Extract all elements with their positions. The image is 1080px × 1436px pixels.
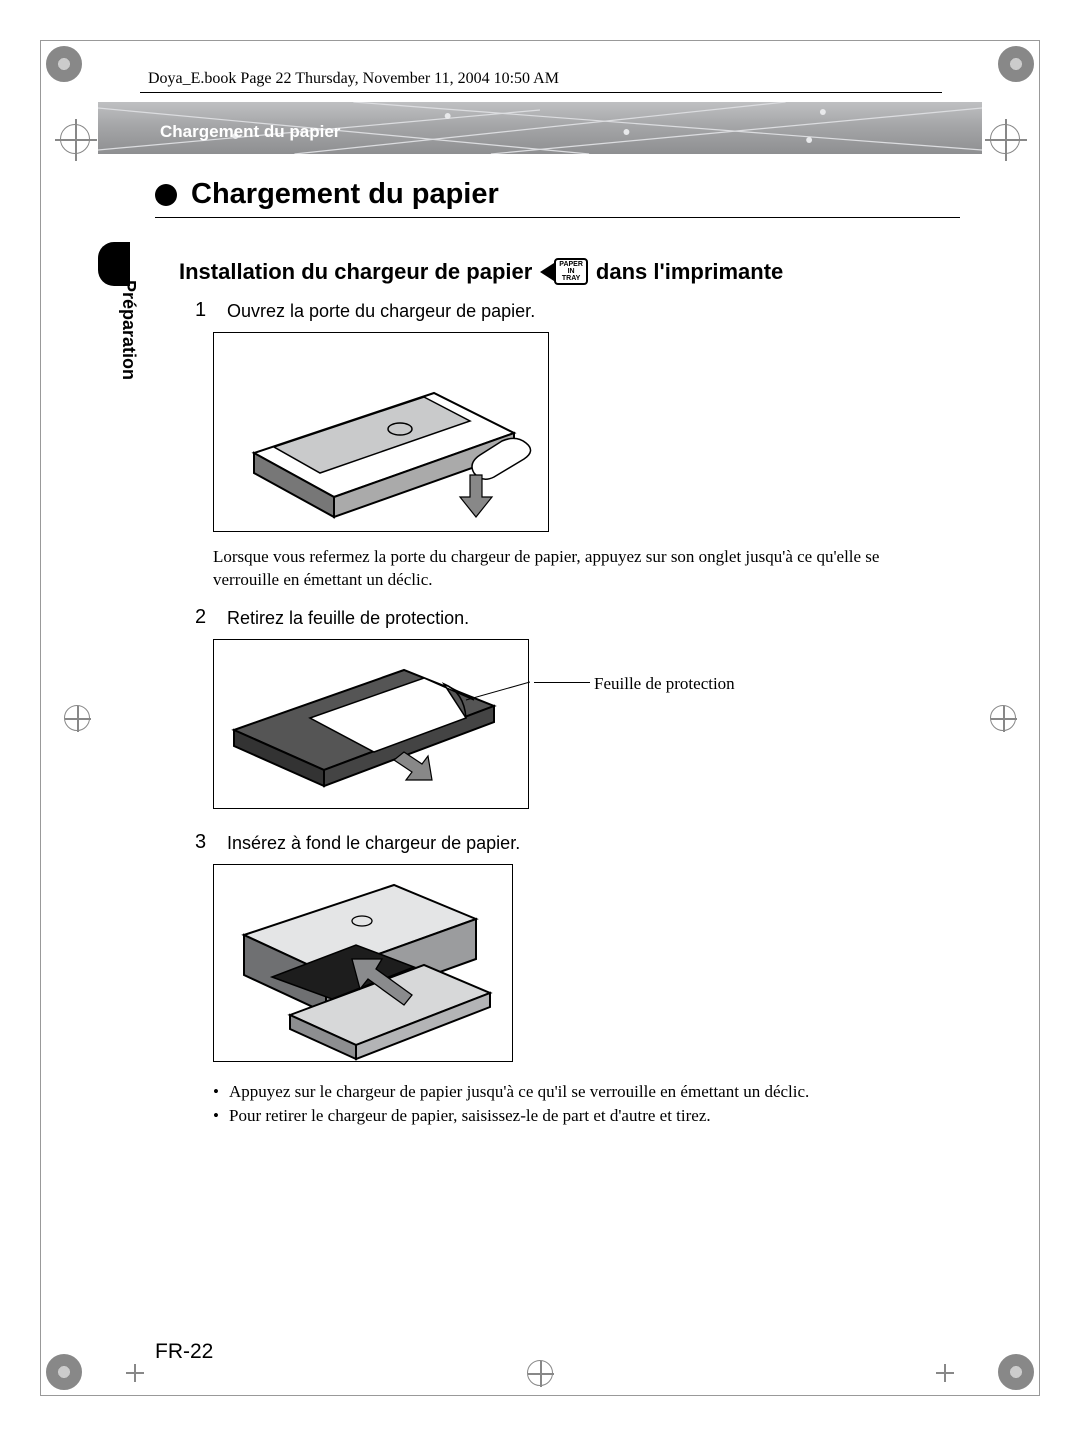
figure-1 <box>213 332 549 532</box>
content-area: Chargement du papier Installation du cha… <box>155 178 960 1316</box>
crop-mark-icon <box>990 124 1020 154</box>
callout-leader <box>534 682 590 683</box>
subtitle-pre: Installation du chargeur de papier <box>179 259 532 285</box>
step-text: Ouvrez la porte du chargeur de papier. <box>227 299 535 322</box>
side-label: Préparation <box>118 280 139 380</box>
paper-in-tray-icon: PAPER IN TRAY <box>540 258 588 285</box>
icon-label: IN <box>568 268 575 275</box>
crop-mark-icon <box>936 1364 954 1382</box>
figure-3 <box>213 864 513 1062</box>
crop-mark-icon <box>64 705 90 731</box>
callout-label: Feuille de protection <box>594 674 735 694</box>
section-subtitle: Installation du chargeur de papier PAPER… <box>155 258 960 285</box>
figure-2: Feuille de protection <box>213 639 529 809</box>
crop-mark-icon <box>46 1354 82 1390</box>
page-title-row: Chargement du papier <box>155 178 960 218</box>
step-3: 3 Insérez à fond le chargeur de papier. <box>195 831 960 854</box>
note-1: Lorsque vous refermez la porte du charge… <box>213 546 940 592</box>
step-1: 1 Ouvrez la porte du chargeur de papier. <box>195 299 960 322</box>
step-number: 3 <box>195 831 213 854</box>
step-text: Insérez à fond le chargeur de papier. <box>227 831 520 854</box>
page-title: Chargement du papier <box>191 178 499 211</box>
crop-mark-icon <box>126 1364 144 1382</box>
subtitle-post: dans l'imprimante <box>596 259 783 285</box>
meta-rule <box>140 92 942 93</box>
step-text: Retirez la feuille de protection. <box>227 606 469 629</box>
notes-list: Appuyez sur le chargeur de papier jusqu'… <box>213 1082 960 1126</box>
crop-mark-icon <box>998 1354 1034 1390</box>
crop-mark-icon <box>46 46 82 82</box>
step-number: 1 <box>195 299 213 322</box>
step-2: 2 Retirez la feuille de protection. <box>195 606 960 629</box>
crop-mark-icon <box>527 1360 553 1386</box>
crop-mark-icon <box>998 46 1034 82</box>
bullet-icon <box>155 184 177 206</box>
icon-label: PAPER <box>559 261 583 268</box>
crop-mark-icon <box>60 124 90 154</box>
step-number: 2 <box>195 606 213 629</box>
crop-mark-icon <box>990 705 1016 731</box>
section-header: Chargement du papier <box>160 122 340 142</box>
page-number: FR-22 <box>155 1340 213 1364</box>
meta-line: Doya_E.book Page 22 Thursday, November 1… <box>148 70 559 88</box>
list-item: Appuyez sur le chargeur de papier jusqu'… <box>213 1082 960 1102</box>
icon-label: TRAY <box>562 275 580 282</box>
list-item: Pour retirer le chargeur de papier, sais… <box>213 1106 960 1126</box>
